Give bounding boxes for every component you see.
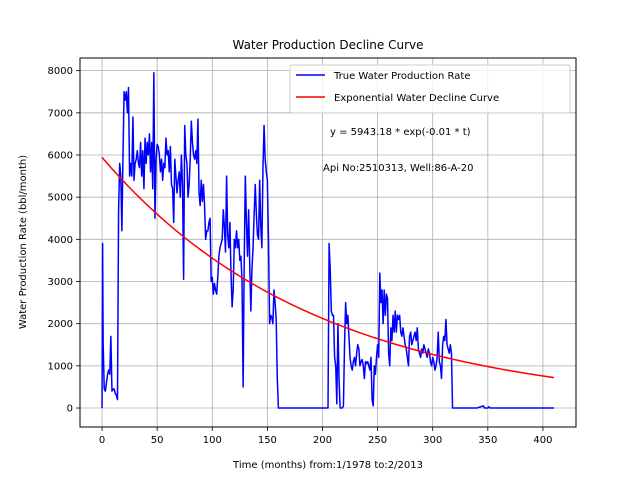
y-tick-label: 6000 bbox=[48, 150, 73, 161]
y-tick-label: 0 bbox=[67, 404, 73, 415]
y-tick-label: 2000 bbox=[48, 319, 73, 330]
y-axis-label: Water Production Rate (bbl/month) bbox=[18, 155, 29, 329]
x-tick-label: 300 bbox=[423, 435, 442, 446]
y-tick-label: 8000 bbox=[48, 66, 73, 77]
plot-frame bbox=[79, 57, 577, 428]
y-ticks: 0 1000 2000 3000 4000 5000 6000 7000 8000 bbox=[48, 66, 80, 415]
series-exponential-decline-line bbox=[101, 156, 555, 379]
chart-title: Water Production Decline Curve bbox=[232, 38, 423, 52]
legend-label-exponential: Exponential Water Decline Curve bbox=[334, 93, 499, 104]
equation-annotation: y = 5943.18 * exp(-0.01 * t) bbox=[330, 127, 471, 138]
well-annotation: Api No:2510313, Well:86-A-20 bbox=[323, 163, 473, 174]
x-tick-label: 250 bbox=[368, 435, 387, 446]
x-tick-label: 100 bbox=[203, 435, 222, 446]
y-tick-label: 5000 bbox=[48, 193, 73, 204]
y-tick-label: 1000 bbox=[48, 361, 73, 372]
x-tick-label: 350 bbox=[478, 435, 497, 446]
x-tick-label: 200 bbox=[313, 435, 332, 446]
x-ticks: 0 50 100 150 200 250 300 350 400 bbox=[99, 427, 552, 446]
y-tick-label: 3000 bbox=[48, 277, 73, 288]
y-tick-label: 4000 bbox=[48, 235, 73, 246]
x-tick-label: 150 bbox=[258, 435, 277, 446]
legend: True Water Production Rate Exponential W… bbox=[289, 64, 571, 114]
y-tick-label: 7000 bbox=[48, 108, 73, 119]
x-tick-label: 400 bbox=[533, 435, 552, 446]
series-true-water-production-line bbox=[101, 72, 554, 409]
series-layer bbox=[101, 72, 555, 409]
x-tick-label: 50 bbox=[151, 435, 164, 446]
legend-box bbox=[289, 64, 571, 114]
x-tick-label: 0 bbox=[99, 435, 105, 446]
legend-label-true-rate: True Water Production Rate bbox=[333, 71, 470, 82]
x-axis-label: Time (months) from:1/1978 to:2/2013 bbox=[232, 460, 423, 471]
